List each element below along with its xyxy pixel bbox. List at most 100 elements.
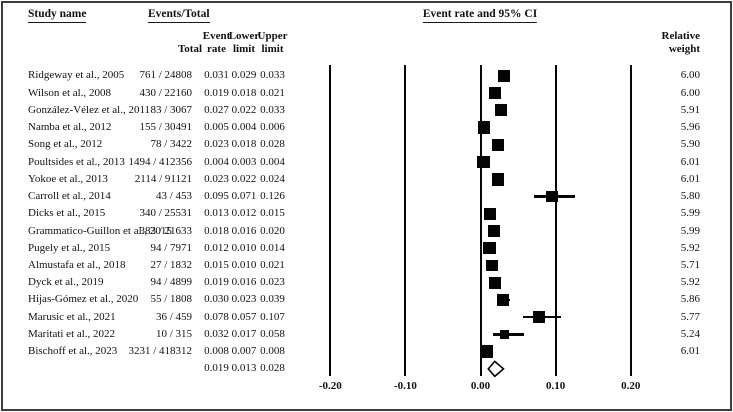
study-name: Poultsides et al., 2013: [28, 155, 125, 168]
lower-limit: 0.004: [231, 121, 257, 133]
events-total: 3231 / 418312: [128, 345, 192, 358]
axis-tick-label: 0.20: [621, 380, 641, 392]
events-total: 10 / 315: [155, 327, 192, 340]
relative-weight: 5.91: [680, 103, 700, 116]
gridline: [479, 65, 482, 376]
upper-limit: 0.006: [260, 121, 285, 133]
events-total: 94 / 7971: [150, 241, 192, 254]
lower-limit: 0.007: [231, 345, 257, 358]
upper-limit: 0.033: [260, 103, 285, 116]
upper-limit: 0.008: [260, 345, 285, 358]
relative-weight: 5.86: [680, 293, 700, 306]
event-rate: 0.023: [204, 138, 229, 151]
events-total: 78 / 3422: [150, 138, 192, 151]
effect-size-square: [494, 104, 507, 117]
event-rate: 0.023: [204, 172, 229, 185]
events-total: 1494 / 412356: [128, 155, 192, 168]
study-name: Song et al., 2012: [28, 138, 103, 151]
upper-limit: 0.023: [260, 276, 285, 289]
study-name: Almustafa et al., 2018: [28, 258, 126, 271]
event-rate: 0.018: [204, 224, 229, 237]
effect-size-square: [486, 259, 498, 272]
relative-weight: 5.77: [680, 310, 700, 323]
relative-weight: 5.71: [680, 258, 700, 271]
lower-limit: 0.018: [231, 86, 257, 99]
relative-weight: 5.80: [680, 190, 700, 202]
events-total: 43 / 453: [155, 190, 192, 202]
events-total: 27 / 1832: [150, 258, 192, 271]
summary-event-rate: 0.019: [204, 362, 229, 375]
event-rate: 0.019: [204, 86, 229, 99]
lower-limit: 0.071: [231, 190, 257, 202]
effect-size-square: [546, 190, 558, 203]
upper-limit: 0.126: [260, 190, 285, 202]
upper-limit: 0.015: [260, 207, 285, 220]
upper-limit: 0.028: [260, 138, 285, 151]
upper-limit: 0.004: [260, 155, 285, 168]
relative-weight: 6.00: [680, 69, 700, 82]
effect-size-square: [488, 276, 501, 289]
lower-limit: 0.016: [231, 224, 257, 237]
event-rate: 0.095: [204, 190, 229, 202]
gridline: [329, 65, 332, 376]
upper-limit: 0.020: [260, 224, 285, 237]
relative-weight: 5.90: [680, 138, 700, 151]
events-total: 383 / 21633: [139, 224, 192, 237]
events-total: 2114 / 91121: [134, 172, 192, 185]
gridline: [554, 65, 557, 376]
upper-limit-column-header: Upper limit: [257, 30, 288, 55]
upper-limit: 0.058: [260, 327, 285, 340]
effect-size-square: [491, 138, 504, 151]
upper-limit: 0.014: [260, 241, 285, 254]
upper-limit: 0.021: [260, 86, 285, 99]
study-name: Marusic et al., 2021: [28, 310, 116, 323]
effect-size-square: [533, 311, 545, 323]
event-rate: 0.031: [204, 69, 229, 82]
study-name: Ridgeway et al., 2005: [28, 69, 125, 82]
relative-weight: 6.01: [680, 155, 700, 168]
upper-limit: 0.024: [260, 172, 285, 185]
lower-limit-column-header: Lower limit: [228, 30, 260, 55]
event-rate: 0.013: [204, 207, 229, 220]
events-total: 761 / 24808: [139, 69, 192, 82]
relative-weight: 5.24: [680, 327, 700, 340]
axis-tick-label: 0.10: [545, 380, 566, 392]
effect-size-square: [491, 173, 504, 186]
study-name: Yokoe et al., 2013: [28, 172, 108, 185]
effect-size-square: [497, 69, 510, 83]
study-name: Bischoff et al., 2023: [28, 345, 118, 358]
relative-weight: 5.99: [680, 207, 700, 220]
summary-lower-limit: 0.013: [231, 362, 257, 375]
events-total: 155 / 30491: [139, 121, 192, 133]
study-name: Dyck et al., 2019: [28, 276, 104, 289]
events-total: 340 / 25531: [139, 207, 192, 220]
effect-size-square: [499, 329, 510, 340]
effect-size-square: [478, 121, 491, 134]
lower-limit: 0.003: [231, 155, 257, 168]
events-total: 36 / 459: [155, 310, 192, 323]
relative-weight: 5.96: [680, 121, 700, 133]
lower-limit: 0.022: [231, 172, 257, 185]
relative-weight: 5.92: [680, 276, 700, 289]
lower-limit: 0.029: [231, 69, 257, 82]
study-name: Namba et al., 2012: [28, 121, 112, 133]
upper-limit: 0.021: [260, 258, 285, 271]
relative-weight-column-header: Relative weight: [661, 30, 700, 55]
study-name: Grammatico-Guillon et al., 2015: [28, 224, 172, 237]
event-rate: 0.019: [204, 276, 229, 289]
upper-limit: 0.033: [260, 69, 285, 82]
event-rate: 0.005: [204, 121, 229, 133]
events-total: 430 / 22160: [139, 86, 192, 99]
relative-weight: 6.01: [680, 172, 700, 185]
study-name: Hijas-Gómez et al., 2020: [28, 293, 139, 306]
lower-limit: 0.018: [231, 138, 257, 151]
events-total: 55 / 1808: [150, 293, 192, 306]
summary-upper-limit: 0.028: [260, 362, 285, 375]
gridline: [629, 65, 632, 376]
lower-limit: 0.010: [231, 241, 257, 254]
effect-size-square: [488, 86, 501, 100]
effect-size-square: [483, 242, 496, 255]
events-total: 94 / 4899: [150, 276, 192, 289]
gridline: [404, 65, 407, 376]
